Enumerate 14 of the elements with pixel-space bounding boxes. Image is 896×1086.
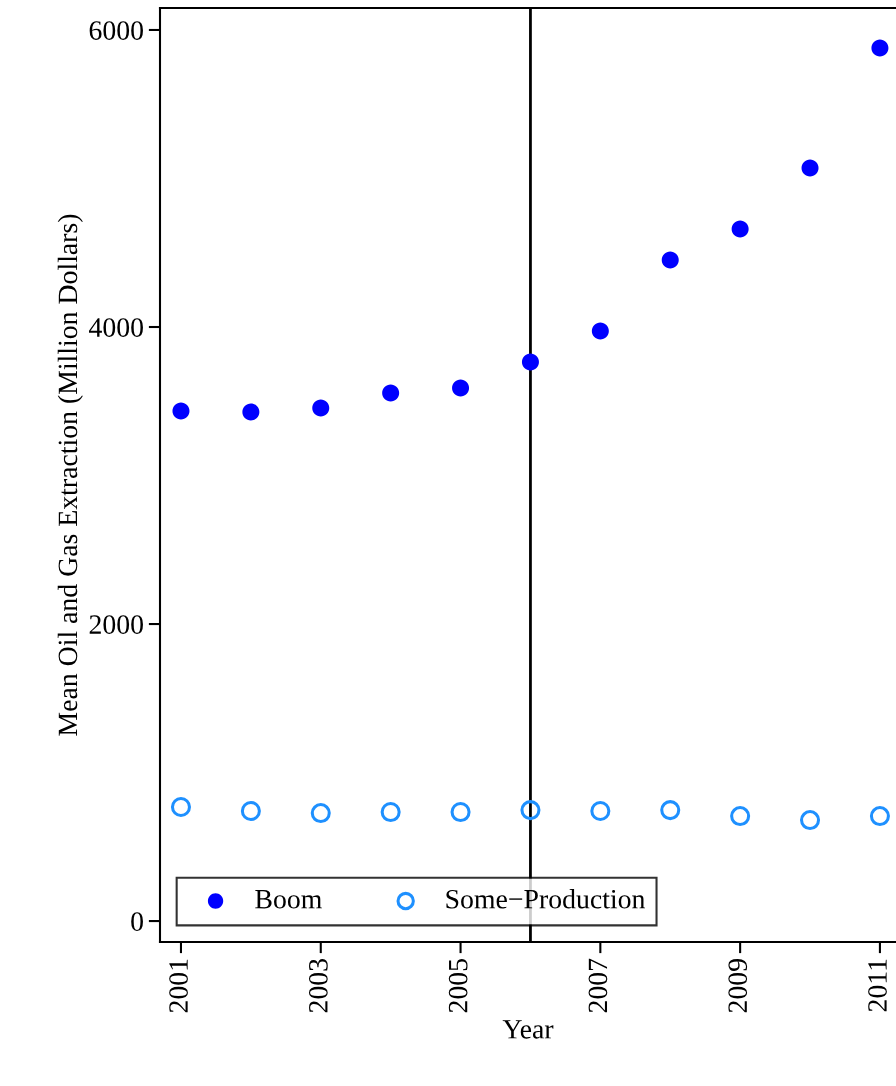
x-tick-label: 2001 bbox=[169, 959, 188, 1013]
x-tick-label: 2007 bbox=[588, 958, 608, 1013]
legend-label: Some−Production bbox=[446, 889, 645, 909]
y-tick-label: 0 bbox=[131, 912, 143, 931]
y-tick-label: 2000 bbox=[89, 615, 143, 634]
x-tick-label: 2011 bbox=[868, 959, 887, 1012]
y-tick-label: 6000 bbox=[89, 21, 143, 40]
y-tick-label: 4000 bbox=[89, 318, 143, 337]
y-axis-title: Mean Oil and Gas Extraction (Million Dollars) bbox=[57, 214, 83, 736]
x-axis-title: Year bbox=[502, 1020, 554, 1039]
x-tick-label: 2005 bbox=[448, 959, 468, 1013]
x-tick-label: 2009 bbox=[728, 959, 748, 1013]
x-tick-label: 2003 bbox=[308, 959, 328, 1013]
legend-label: Boom bbox=[255, 890, 322, 909]
